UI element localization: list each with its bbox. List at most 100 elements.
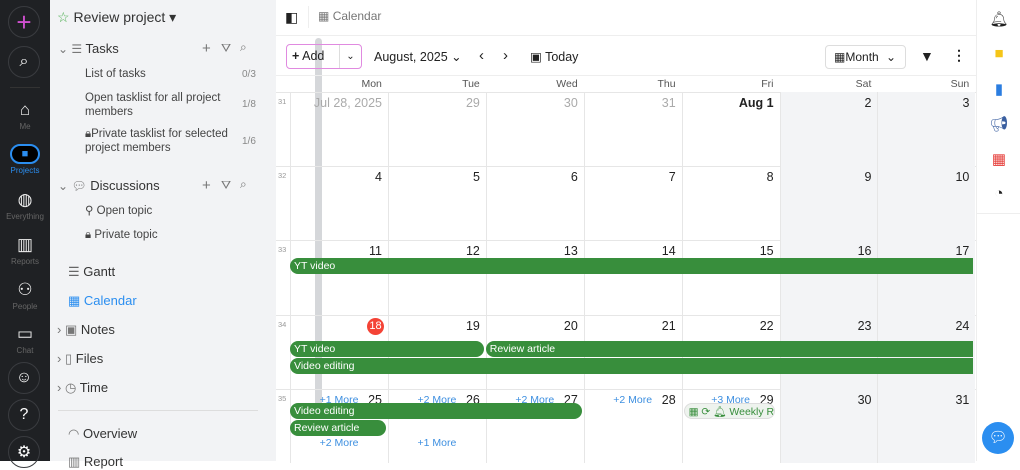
timer-icon[interactable]: ◔ (994, 185, 1004, 202)
day-cell[interactable] (485, 166, 584, 241)
rail-reports[interactable]: ▥ Reports (10, 235, 39, 266)
today-button[interactable]: ▣ Today (530, 50, 579, 64)
more-options-icon[interactable]: ⋮ (952, 47, 966, 63)
rail-me[interactable]: ⌂ Me (19, 100, 31, 131)
day-cell[interactable] (583, 240, 682, 315)
event-bar[interactable]: Review article (485, 340, 974, 357)
more-events-link[interactable]: +2 More (417, 393, 457, 406)
day-cell[interactable] (485, 240, 584, 315)
bookmark-icon[interactable]: ▮ (994, 81, 1004, 98)
nav-gantt[interactable]: ☰ Gantt (68, 264, 116, 279)
rail-everything[interactable]: ◍ Everything (6, 190, 44, 221)
day-cell[interactable] (583, 388, 682, 463)
day-cell[interactable] (485, 388, 584, 463)
reminder-event[interactable]: ▦ ⟳ 🔔︎ Weekly R... (683, 402, 776, 419)
more-events-link[interactable]: +2 More (515, 393, 555, 406)
weekday-header: Thu (657, 78, 676, 90)
tasks-header[interactable]: ⌄ ☰ Tasks (58, 41, 119, 56)
day-cell[interactable] (290, 92, 388, 167)
toggle-sidebar-icon[interactable]: ◧ (285, 9, 299, 25)
day-cell[interactable] (290, 240, 388, 315)
more-events-link[interactable]: +1 More (417, 436, 457, 449)
day-number: 17 (955, 244, 970, 259)
rail-people[interactable]: ⚇ People (12, 280, 38, 311)
tasklist-item[interactable]: Open tasklist for all project members (85, 92, 221, 118)
sticky-note-icon[interactable]: ■ (994, 45, 1004, 62)
add-discussion-icon[interactable]: + (202, 177, 211, 194)
day-cell[interactable] (583, 92, 682, 167)
tasklist-count: 0/3 (242, 69, 256, 80)
discussions-header[interactable]: ⌄ 💬︎ Discussions (58, 178, 160, 193)
help-icon[interactable]: ? (8, 399, 40, 431)
more-events-link[interactable]: +3 More (711, 393, 750, 406)
calendar-red-icon[interactable]: ▦ (991, 151, 1007, 168)
day-cell[interactable] (583, 166, 682, 241)
filter-icon[interactable]: ▼ (920, 48, 934, 64)
nav-notes[interactable]: › ▣ Notes (57, 322, 115, 337)
day-cell[interactable] (681, 166, 780, 241)
search-icon[interactable]: ⌕ (8, 46, 40, 78)
day-cell[interactable] (779, 388, 878, 463)
month-picker[interactable]: August, 2025 ⌄ (374, 50, 462, 64)
megaphone-icon[interactable]: 📢︎ (989, 116, 1009, 133)
search-icon[interactable]: ⌕ (240, 40, 247, 54)
topic-item[interactable]: 🔒︎ Private topic (85, 229, 158, 241)
day-cell[interactable] (387, 166, 486, 241)
day-cell[interactable] (681, 240, 780, 315)
more-events-link[interactable]: +1 More (319, 393, 359, 406)
nav-time[interactable]: › ◷ Time (57, 380, 109, 395)
search-icon[interactable]: ⌕ (240, 177, 247, 191)
day-cell[interactable] (779, 166, 878, 241)
event-bar[interactable]: Video editing (290, 357, 974, 374)
filter-icon[interactable]: ⛛ (221, 41, 232, 55)
prev-month-icon[interactable]: ‹ (479, 47, 484, 64)
day-number: 31 (661, 96, 676, 110)
filter-icon[interactable]: ⛛ (221, 178, 232, 192)
day-cell[interactable] (681, 388, 780, 463)
day-cell[interactable] (877, 92, 976, 167)
more-events-link[interactable]: +2 More (613, 393, 653, 406)
event-bar[interactable]: Review article (290, 419, 386, 436)
event-bar[interactable]: Video editing (290, 402, 582, 419)
tasklist-item[interactable]: List of tasks (85, 68, 146, 80)
add-dropdown-chevron-icon[interactable]: ⌄ (346, 51, 355, 62)
day-cell[interactable] (877, 166, 976, 241)
view-select[interactable]: ▦Month ⌄ (825, 45, 906, 69)
rail-chat[interactable]: ▭ Chat (16, 324, 34, 355)
tasklist-item[interactable]: 🔒︎Private tasklist for selected project … (85, 128, 228, 154)
project-title[interactable]: ☆ Review project ▾ (57, 9, 177, 25)
nav-files[interactable]: › ▯ Files (57, 351, 104, 366)
day-cell[interactable] (387, 240, 486, 315)
star-icon[interactable]: ☆ (57, 9, 70, 25)
day-cell[interactable] (681, 92, 780, 167)
day-cell[interactable] (485, 92, 584, 167)
event-bar[interactable]: YT video (290, 258, 974, 275)
day-number: 15 (759, 244, 774, 259)
rail-projects[interactable]: ■ Projects (0, 142, 50, 175)
add-task-icon[interactable]: + (202, 40, 211, 57)
support-chat-icon[interactable]: 💬︎ (982, 422, 1014, 454)
nav-report[interactable]: ▥ Report (68, 454, 123, 469)
nav-calendar[interactable]: ▦ Calendar (68, 293, 137, 308)
day-cell[interactable] (877, 388, 976, 463)
globe-icon: ◍ (17, 190, 33, 209)
next-month-icon[interactable]: › (503, 47, 508, 64)
day-cell[interactable] (387, 388, 486, 463)
day-number: 9 (864, 170, 872, 185)
add-button[interactable]: + Add (287, 45, 340, 68)
more-events-link[interactable]: +2 More (319, 436, 359, 449)
nav-overview[interactable]: ◠ Overview (68, 426, 138, 441)
event-bar[interactable]: YT video (290, 340, 484, 357)
settings-icon[interactable]: ⚙ (8, 436, 40, 468)
day-cell[interactable] (779, 240, 878, 315)
day-cell[interactable] (779, 92, 878, 167)
day-cell[interactable] (290, 166, 388, 241)
bell-icon[interactable]: 🔔︎ (989, 11, 1009, 28)
sidebar-scrollbar[interactable] (315, 38, 322, 412)
home-icon: ⌂ (19, 100, 31, 119)
topic-item[interactable]: ⚲ Open topic (85, 205, 153, 217)
create-plus-icon[interactable]: + (8, 6, 40, 38)
day-cell[interactable] (387, 92, 486, 167)
feedback-icon[interactable]: ☺ (8, 362, 40, 394)
day-cell[interactable] (877, 240, 976, 315)
